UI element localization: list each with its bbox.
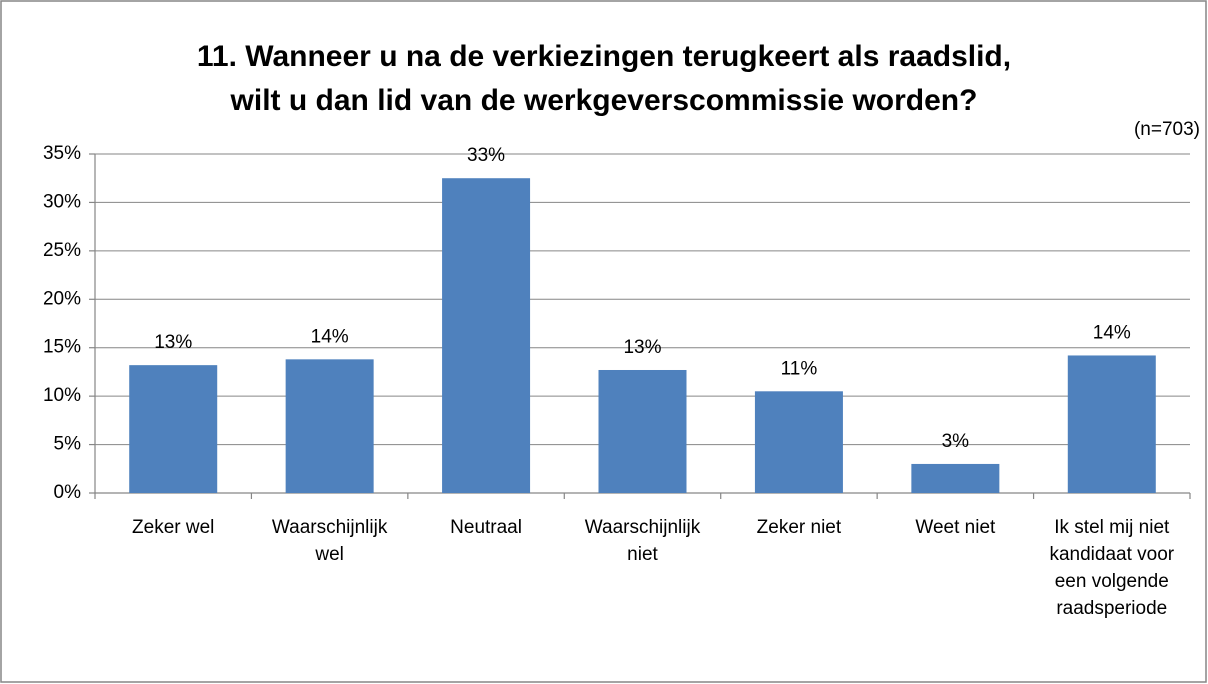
x-tick-label: Zeker wel xyxy=(132,517,214,538)
y-tick-label: 20% xyxy=(43,288,81,309)
chart-title: 11. Wanneer u na de verkiezingen terugke… xyxy=(197,40,1011,73)
data-label: 14% xyxy=(1093,322,1131,343)
x-tick-label: Zeker niet xyxy=(757,517,842,538)
data-label: 3% xyxy=(942,431,970,452)
y-tick-label: 35% xyxy=(43,143,81,164)
x-tick-label: Waarschijnlijk wel xyxy=(272,517,388,565)
bar xyxy=(442,178,531,493)
data-label: 11% xyxy=(781,358,818,379)
x-tick-label: Waarschijnlijk niet xyxy=(585,517,701,565)
x-tick-label: Weet niet xyxy=(915,517,996,538)
bar xyxy=(598,369,687,493)
annotation: (n=703) xyxy=(1134,119,1200,140)
y-tick-label: 25% xyxy=(43,240,81,261)
y-tick-label: 10% xyxy=(43,385,81,406)
y-tick-label: 15% xyxy=(43,337,81,358)
data-label: 33% xyxy=(467,145,505,166)
bar xyxy=(285,359,374,493)
bar xyxy=(911,463,1000,493)
chart-title: wilt u dan lid van de werkgeverscommissi… xyxy=(230,84,978,117)
bar xyxy=(754,391,843,493)
data-label: 14% xyxy=(311,326,349,347)
bar xyxy=(1067,355,1156,493)
data-label: 13% xyxy=(154,332,192,353)
data-label: 13% xyxy=(623,337,661,358)
bar xyxy=(129,365,218,493)
y-tick-label: 30% xyxy=(43,191,81,212)
y-tick-label: 0% xyxy=(54,482,82,503)
y-tick-label: 5% xyxy=(54,434,82,455)
x-tick-label: Neutraal xyxy=(450,517,522,538)
x-tick-label: Ik stel mij niet kandidaat voor een volgen… xyxy=(1049,517,1174,619)
